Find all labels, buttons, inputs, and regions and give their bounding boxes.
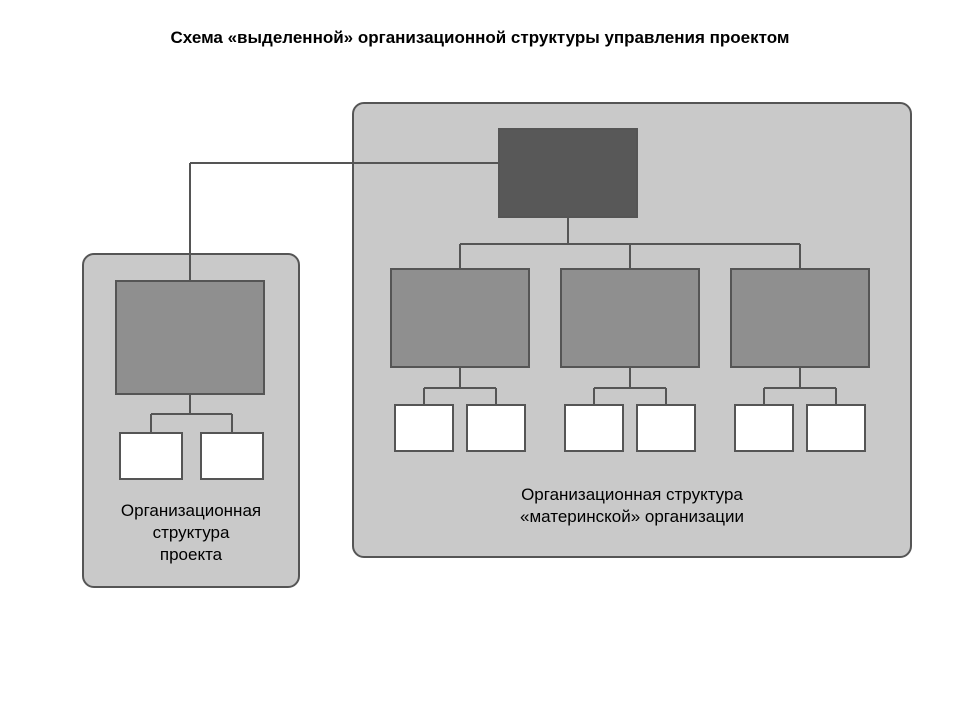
node-dept2-leaf-1 bbox=[564, 404, 624, 452]
caption-parent-org: Организационная структура«материнской» о… bbox=[352, 484, 912, 528]
node-dept3-leaf-2 bbox=[806, 404, 866, 452]
caption-project: Организационнаяструктурапроекта bbox=[82, 500, 300, 566]
node-project-leaf-2 bbox=[200, 432, 264, 480]
node-department-2 bbox=[560, 268, 700, 368]
node-root bbox=[498, 128, 638, 218]
diagram-title: Схема «выделенной» организационной струк… bbox=[0, 28, 960, 48]
node-department-1 bbox=[390, 268, 530, 368]
node-dept3-leaf-1 bbox=[734, 404, 794, 452]
node-dept2-leaf-2 bbox=[636, 404, 696, 452]
node-project-leaf-1 bbox=[119, 432, 183, 480]
node-project-main bbox=[115, 280, 265, 395]
node-department-3 bbox=[730, 268, 870, 368]
node-dept1-leaf-2 bbox=[466, 404, 526, 452]
node-dept1-leaf-1 bbox=[394, 404, 454, 452]
